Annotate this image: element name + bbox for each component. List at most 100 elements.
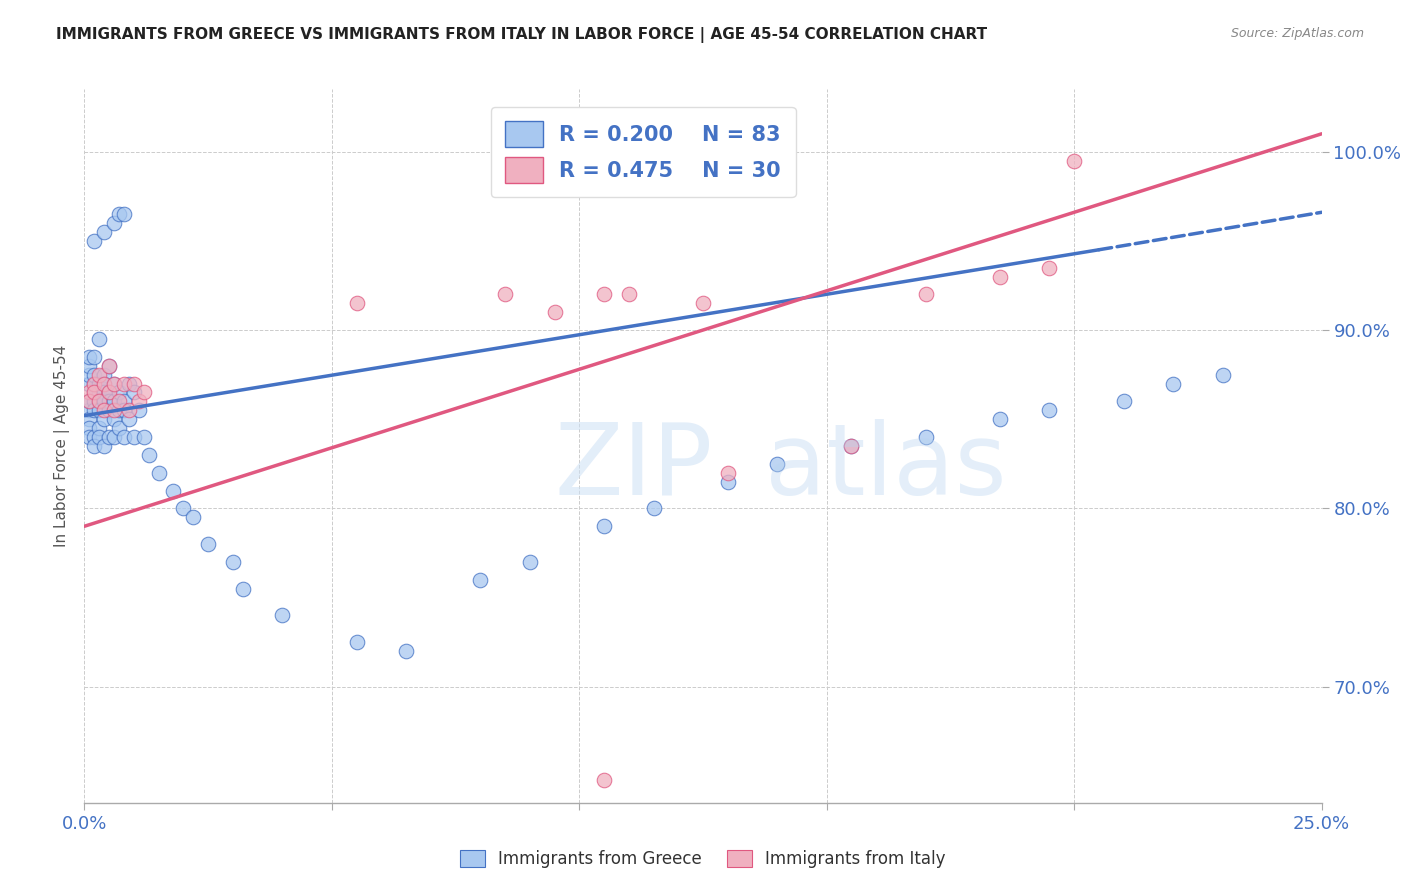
Point xyxy=(98,403,121,417)
Point xyxy=(79,359,101,373)
Point xyxy=(112,430,135,444)
Point xyxy=(79,412,101,426)
Point xyxy=(197,537,219,551)
Point xyxy=(543,305,565,319)
Point xyxy=(470,573,492,587)
Point xyxy=(79,350,101,364)
Point xyxy=(519,555,541,569)
Point xyxy=(98,385,121,400)
Point xyxy=(112,207,135,221)
Point xyxy=(79,376,101,391)
Point xyxy=(93,439,115,453)
Point xyxy=(122,385,145,400)
Point xyxy=(717,475,740,489)
Point xyxy=(103,394,125,409)
Point xyxy=(128,394,150,409)
Point xyxy=(83,376,105,391)
Point xyxy=(98,359,121,373)
Point xyxy=(766,457,789,471)
Point xyxy=(103,403,125,417)
Point xyxy=(98,359,121,373)
Point xyxy=(232,582,254,596)
Text: atlas: atlas xyxy=(765,419,1007,516)
Point xyxy=(132,430,155,444)
Legend: Immigrants from Greece, Immigrants from Italy: Immigrants from Greece, Immigrants from … xyxy=(453,843,953,875)
Point xyxy=(103,412,125,426)
Point xyxy=(83,394,105,409)
Point xyxy=(1112,394,1135,409)
Point xyxy=(83,376,105,391)
Point xyxy=(83,430,105,444)
Point xyxy=(222,555,245,569)
Y-axis label: In Labor Force | Age 45-54: In Labor Force | Age 45-54 xyxy=(55,345,70,547)
Point xyxy=(172,501,194,516)
Point xyxy=(138,448,160,462)
Point xyxy=(118,403,141,417)
Point xyxy=(122,376,145,391)
Point xyxy=(79,385,101,400)
Point xyxy=(79,430,101,444)
Point xyxy=(617,287,640,301)
Point xyxy=(89,368,111,382)
Point xyxy=(89,332,111,346)
Point xyxy=(103,376,125,391)
Point xyxy=(93,412,115,426)
Point xyxy=(132,385,155,400)
Point xyxy=(83,350,105,364)
Point xyxy=(162,483,184,498)
Text: ZIP: ZIP xyxy=(554,419,713,516)
Point xyxy=(841,439,863,453)
Point xyxy=(271,608,294,623)
Point xyxy=(79,403,101,417)
Point xyxy=(593,772,616,787)
Point xyxy=(89,403,111,417)
Point xyxy=(118,376,141,391)
Text: Source: ZipAtlas.com: Source: ZipAtlas.com xyxy=(1230,27,1364,40)
Point xyxy=(112,394,135,409)
Point xyxy=(395,644,418,658)
Point xyxy=(108,394,131,409)
Point xyxy=(112,376,135,391)
Point xyxy=(118,412,141,426)
Text: IMMIGRANTS FROM GREECE VS IMMIGRANTS FROM ITALY IN LABOR FORCE | AGE 45-54 CORRE: IMMIGRANTS FROM GREECE VS IMMIGRANTS FRO… xyxy=(56,27,987,43)
Point xyxy=(914,287,936,301)
Point xyxy=(79,394,101,409)
Point xyxy=(643,501,665,516)
Point xyxy=(1038,403,1060,417)
Point xyxy=(93,376,115,391)
Point xyxy=(112,403,135,417)
Point xyxy=(103,430,125,444)
Point xyxy=(692,296,714,310)
Point xyxy=(93,385,115,400)
Point xyxy=(89,376,111,391)
Point xyxy=(988,269,1011,284)
Point xyxy=(83,439,105,453)
Point xyxy=(93,394,115,409)
Point xyxy=(593,287,616,301)
Point xyxy=(103,216,125,230)
Point xyxy=(98,430,121,444)
Point xyxy=(841,439,863,453)
Point xyxy=(122,430,145,444)
Point xyxy=(79,421,101,435)
Point xyxy=(108,421,131,435)
Point xyxy=(108,207,131,221)
Point xyxy=(93,225,115,239)
Point xyxy=(128,403,150,417)
Point xyxy=(593,519,616,533)
Point xyxy=(89,394,111,409)
Point xyxy=(1161,376,1184,391)
Point xyxy=(98,385,121,400)
Point xyxy=(93,368,115,382)
Point xyxy=(89,430,111,444)
Point xyxy=(83,385,105,400)
Point xyxy=(89,385,111,400)
Point xyxy=(717,466,740,480)
Point xyxy=(1063,153,1085,168)
Point xyxy=(914,430,936,444)
Point xyxy=(83,385,105,400)
Point xyxy=(83,403,105,417)
Point xyxy=(1038,260,1060,275)
Point xyxy=(93,376,115,391)
Point xyxy=(988,412,1011,426)
